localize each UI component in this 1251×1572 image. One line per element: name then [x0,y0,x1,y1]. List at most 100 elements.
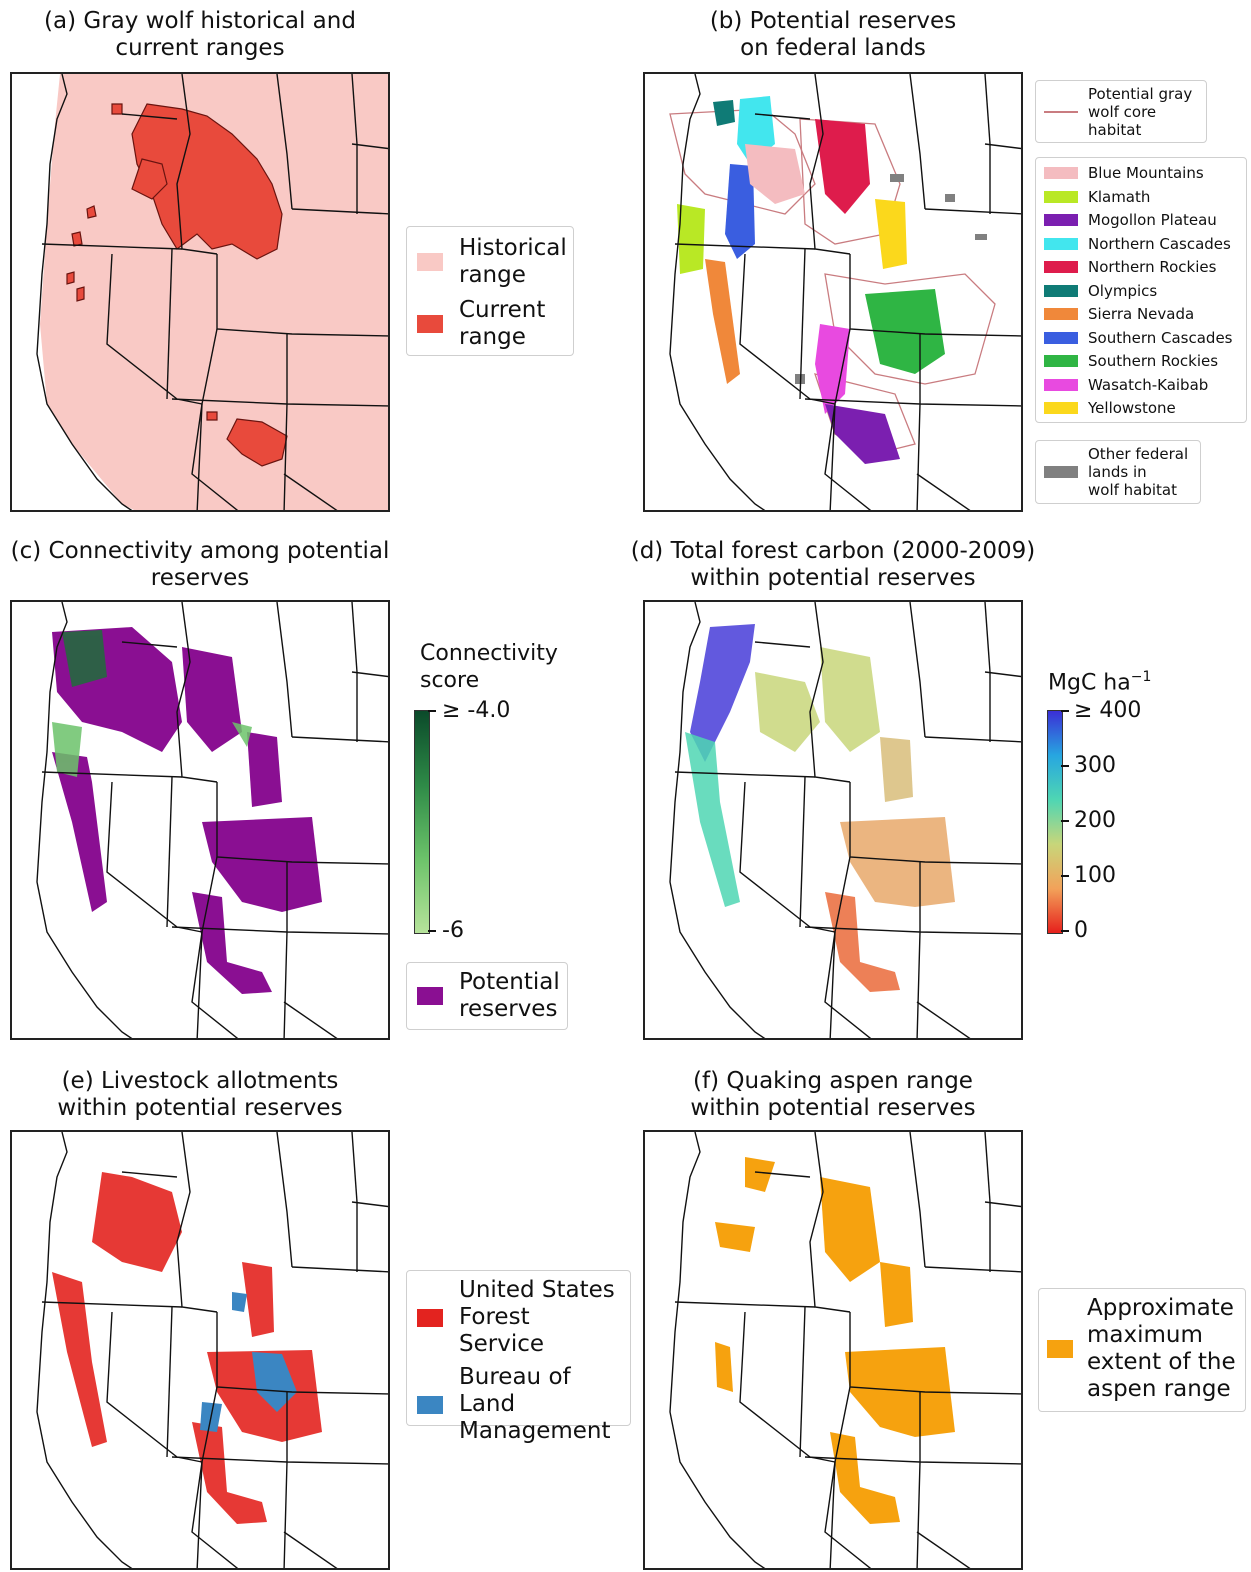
region-swatch [1044,331,1078,344]
cbar-d-tick-label: ≥ 400 [1074,698,1142,723]
legend-label: United States Forest Service [459,1277,615,1357]
panel-c-map [10,600,390,1040]
legend-label: Olympics [1088,281,1158,300]
cbar-d-tick-label: 200 [1074,808,1116,833]
panel-a-map [10,72,390,512]
legend-label: Historical range [459,235,567,288]
historical-swatch [417,253,443,271]
legend-item-region: Yellowstone [1044,399,1238,417]
region-swatch [1044,402,1078,414]
region-northern-rockies [815,119,870,214]
panel-f-legend: Approximate maximum extent of the aspen … [1038,1288,1246,1412]
panel-f-map [643,1130,1023,1570]
cbar-d-tick [1061,930,1069,932]
carbon-unit: MgC ha [1048,670,1131,696]
cbar-d-tick-label: 300 [1074,753,1116,778]
forest-carbon-areas [685,624,955,992]
panel-c-title: (c) Connectivity among potential reserve… [10,538,390,591]
cbar-c-bottom-label: -6 [442,918,464,943]
legend-label: Southern Rockies [1088,352,1219,370]
usfs-allotments [52,1172,322,1524]
legend-item-other-federal: Other federal lands in wolf habitat [1044,445,1192,499]
legend-label: Current range [459,297,546,350]
panel-d-map [643,600,1023,1040]
region-swatch [1044,237,1078,250]
legend-item-region: Blue Mountains [1044,164,1238,182]
legend-item-region: Wasatch-Kaibab [1044,376,1238,394]
potential-reserves-swatch [417,987,443,1005]
usfs-swatch [417,1308,443,1327]
legend-item-region: Southern Cascades [1044,329,1238,347]
aspen-swatch [1047,1340,1073,1358]
panel-d-title: (d) Total forest carbon (2000-2009) with… [630,538,1036,591]
core-habitat-line [1044,111,1078,113]
legend-item-usfs: United States Forest Service [417,1277,620,1358]
legend-label: Potential reserves [459,969,560,1022]
panel-a-legend: Historical range Current range [406,226,574,356]
panel-e-title: (e) Livestock allotments within potentia… [57,1068,343,1121]
panel-a-title: (a) Gray wolf historical and current ran… [44,8,356,61]
carbon-colorbar [1047,710,1063,934]
other-federal-swatch [1044,466,1078,478]
cbar-c-top-label: ≥ -4.0 [442,698,511,723]
region-southern-cascades [725,164,755,259]
region-mogollon-plateau [825,404,900,464]
panel-b-legend-core: Potential gray wolf core habitat [1035,80,1207,143]
panel-b-title: (b) Potential reserves on federal lands [709,8,957,61]
panel-b-legend-regions: Blue Mountains Klamath Mogollon Plateau Nor… [1035,157,1247,423]
connectivity-high-areas [52,630,252,777]
legend-item-region: Sierra Nevada [1044,305,1238,323]
panel-e-legend: United States Forest Service Bureau of L… [406,1270,631,1444]
legend-label: Other federal lands in wolf habitat [1088,445,1189,499]
potential-reserves-areas [52,627,322,994]
region-swatch [1044,355,1078,367]
region-klamath [677,204,705,274]
region-yellowstone [875,199,907,269]
legend-label: Potential gray wolf core habitat [1088,85,1193,139]
cbar-d-tick-label: 100 [1074,863,1116,888]
cbar-d-tick [1061,765,1069,767]
legend-item-blm: Bureau of Land Management [417,1364,620,1445]
legend-label: Northern Rockies [1088,258,1217,276]
cbar-d-tick [1061,875,1069,877]
legend-item-region: Northern Rockies [1044,258,1238,276]
legend-item-historical: Historical range [417,235,567,289]
region-swatch [1044,308,1078,320]
cbar-c-tick-bottom [428,930,436,932]
legend-item-region: Southern Rockies [1044,352,1238,370]
legend-label: Blue Mountains [1088,164,1204,182]
cbar-d-tick [1061,820,1069,822]
legend-item-region: Klamath [1044,188,1238,206]
carbon-colorbar-title: MgC ha−1 [1048,664,1151,696]
legend-label: Approximate maximum extent of the aspen … [1087,1295,1236,1402]
panel-f-title: (f) Quaking aspen range within potential… [690,1068,976,1121]
legend-item-current: Current range [417,297,563,351]
legend-label: Wasatch-Kaibab [1088,375,1209,394]
legend-item-aspen: Approximate maximum extent of the aspen … [1047,1295,1237,1403]
aspen-range-areas [715,1157,955,1524]
reserve-regions [677,96,945,464]
legend-item-region: Olympics [1044,282,1238,300]
cbar-d-tick [1061,710,1069,712]
region-sierra-nevada [705,259,740,384]
region-swatch [1044,167,1078,179]
region-swatch [1044,378,1078,391]
legend-label: Sierra Nevada [1088,305,1195,323]
region-swatch [1044,214,1078,226]
connectivity-colorbar-title: Connectivity score [420,641,558,693]
legend-item-region: Mogollon Plateau [1044,211,1238,229]
current-swatch [417,315,443,333]
legend-label: Bureau of Land Management [459,1364,611,1444]
legend-item-potential-reserves: Potential reserves [417,969,560,1023]
panel-c-legend: Potential reserves [406,962,568,1030]
legend-label: Southern Cascades [1088,328,1233,347]
legend-label: Mogollon Plateau [1088,211,1217,229]
carbon-unit-sup: −1 [1130,669,1152,685]
legend-label: Klamath [1088,187,1151,206]
region-blue-mountains [745,144,805,204]
legend-label: Yellowstone [1088,399,1176,417]
legend-label: Northern Cascades [1088,234,1231,253]
current-range-areas [66,103,288,467]
cbar-d-tick-label: 0 [1074,918,1088,943]
legend-item-region: Northern Cascades [1044,235,1238,253]
